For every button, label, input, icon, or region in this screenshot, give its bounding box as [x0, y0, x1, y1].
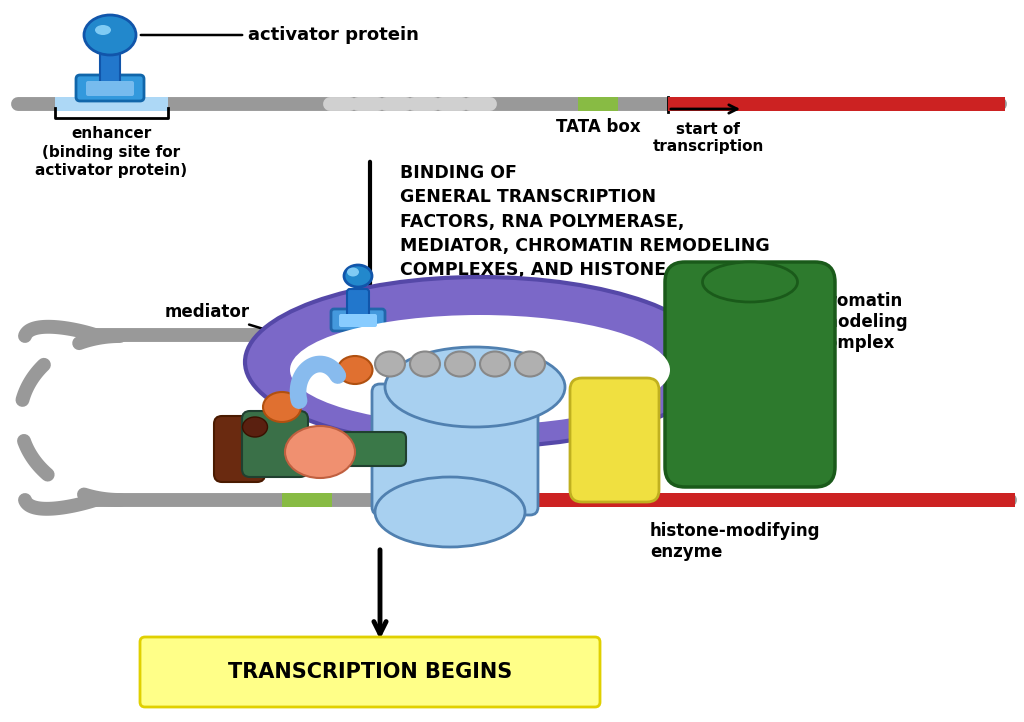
Ellipse shape	[515, 352, 545, 376]
Text: TRANSCRIPTION BEGINS: TRANSCRIPTION BEGINS	[228, 662, 512, 682]
FancyBboxPatch shape	[140, 637, 600, 707]
Bar	[55, 97, 168, 111]
Text: mediator: mediator	[165, 303, 285, 336]
FancyBboxPatch shape	[331, 309, 385, 331]
FancyBboxPatch shape	[86, 81, 134, 96]
Text: enhancer
(binding site for
activator protein): enhancer (binding site for activator pro…	[35, 126, 187, 178]
Ellipse shape	[338, 356, 373, 384]
Bar	[668, 97, 1005, 111]
Ellipse shape	[445, 352, 475, 376]
FancyBboxPatch shape	[347, 289, 369, 317]
Ellipse shape	[285, 426, 355, 478]
FancyBboxPatch shape	[339, 314, 377, 327]
Ellipse shape	[290, 315, 670, 425]
Bar	[315, 328, 390, 342]
FancyBboxPatch shape	[214, 416, 265, 482]
FancyBboxPatch shape	[100, 52, 120, 84]
Text: chromatin
remodeling
complex: chromatin remodeling complex	[802, 292, 908, 352]
Ellipse shape	[245, 277, 715, 447]
Text: activator protein: activator protein	[248, 26, 419, 44]
Bar	[578, 97, 618, 111]
FancyBboxPatch shape	[239, 432, 406, 466]
Ellipse shape	[410, 352, 440, 376]
Ellipse shape	[347, 267, 359, 277]
FancyBboxPatch shape	[76, 75, 144, 101]
Ellipse shape	[375, 352, 406, 376]
FancyBboxPatch shape	[665, 262, 835, 487]
FancyBboxPatch shape	[242, 411, 308, 477]
Text: TATA box: TATA box	[556, 118, 640, 136]
Ellipse shape	[263, 392, 301, 422]
Ellipse shape	[375, 477, 525, 547]
Bar	[375, 493, 1015, 507]
Ellipse shape	[84, 15, 136, 55]
Ellipse shape	[344, 265, 372, 287]
Text: start of
transcription: start of transcription	[652, 122, 764, 155]
Ellipse shape	[385, 347, 565, 427]
Ellipse shape	[95, 25, 111, 35]
FancyBboxPatch shape	[372, 384, 538, 515]
FancyBboxPatch shape	[570, 378, 659, 502]
Ellipse shape	[243, 417, 267, 437]
Bar	[282, 493, 332, 507]
Ellipse shape	[480, 352, 510, 376]
Text: histone-modifying
enzyme: histone-modifying enzyme	[650, 522, 820, 561]
Text: BINDING OF
GENERAL TRANSCRIPTION
FACTORS, RNA POLYMERASE,
MEDIATOR, CHROMATIN RE: BINDING OF GENERAL TRANSCRIPTION FACTORS…	[400, 164, 796, 279]
Ellipse shape	[702, 262, 798, 302]
